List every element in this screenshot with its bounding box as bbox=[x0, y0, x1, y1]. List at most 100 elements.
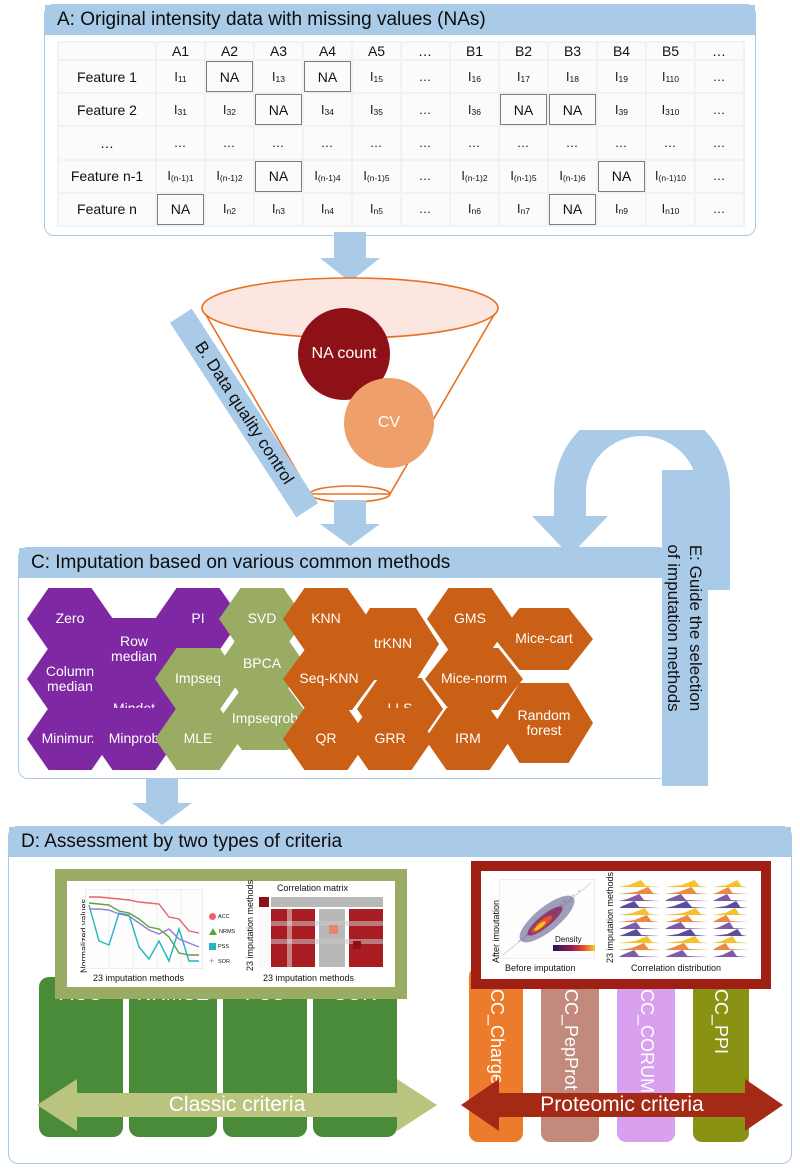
col-header-a1: A1 bbox=[157, 43, 204, 59]
classic-figure-board: Normalized values 23 imputation methods … bbox=[55, 869, 407, 999]
section-e-label-line1: E: Guide the selection bbox=[686, 544, 705, 712]
legend-item-nrms: NRMS bbox=[209, 928, 235, 935]
cell-na: NA bbox=[157, 193, 204, 225]
method-hex-label: GMS bbox=[454, 610, 486, 627]
cell-value: I35 bbox=[353, 94, 400, 126]
method-hex-trknn[interactable]: trKNN bbox=[347, 608, 439, 680]
classic-criteria-label: Classic criteria bbox=[168, 1093, 306, 1116]
cell-na: NA bbox=[255, 160, 302, 192]
method-hex-label: PI bbox=[191, 610, 205, 627]
cell-value: I(n-1)5 bbox=[353, 160, 400, 192]
section-a-title: A: Original intensity data with missing … bbox=[45, 5, 755, 35]
classic-criteria-band: Classic criteria bbox=[37, 1077, 437, 1133]
section-c-title: C: Imputation based on various common me… bbox=[19, 548, 667, 578]
classic-figure: Normalized values 23 imputation methods … bbox=[67, 879, 395, 987]
method-hex-label: Minimum bbox=[41, 730, 99, 747]
method-hex-label: Impseqrob bbox=[231, 710, 299, 727]
cell-na: NA bbox=[304, 61, 351, 93]
proteomic-criteria-label: Proteomic criteria bbox=[540, 1093, 704, 1116]
cell-ellipsis: … bbox=[206, 127, 253, 159]
cell-ellipsis: … bbox=[549, 127, 596, 159]
cell-na: NA bbox=[549, 94, 596, 126]
cell-value: I310 bbox=[647, 94, 694, 126]
cell-na: NA bbox=[255, 94, 302, 126]
arrow-b-to-c bbox=[320, 500, 380, 546]
section-c-panel: C: Imputation based on various common me… bbox=[18, 547, 668, 779]
cell-value: I(n-1)2 bbox=[206, 160, 253, 192]
table-row: Feature 1 I11 NA I13 NA I15… I16 I17 I18 I19 I110… bbox=[59, 61, 743, 93]
col-header-a2: A2 bbox=[206, 43, 253, 59]
cell-value: In6 bbox=[451, 193, 498, 225]
method-hex-label: Impseq bbox=[175, 670, 221, 687]
proteomic-col-acc-pepprot-label: ACC_PepProt bbox=[561, 977, 581, 1091]
cell-value: I36 bbox=[451, 94, 498, 126]
cell-ellipsis: … bbox=[500, 127, 547, 159]
arrow-feedback-loop bbox=[532, 430, 730, 590]
col-header-b1: B1 bbox=[451, 43, 498, 59]
cell-value: I110 bbox=[647, 61, 694, 93]
col-header-b4: B4 bbox=[598, 43, 645, 59]
cell-value: I19 bbox=[598, 61, 645, 93]
intensity-table-wrap: A1 A2 A3 A4 A5 … B1 B2 B3 B4 B5 … Featur bbox=[57, 41, 745, 227]
cell-value: In3 bbox=[255, 193, 302, 225]
cell-ellipsis: … bbox=[402, 94, 449, 126]
col-header-b-ellipsis: … bbox=[696, 43, 743, 59]
col-header-a4: A4 bbox=[304, 43, 351, 59]
cell-value: In7 bbox=[500, 193, 547, 225]
method-hex-mice-norm[interactable]: Mice-norm bbox=[425, 648, 523, 710]
density-scatter-xlabel: Before imputation bbox=[505, 963, 576, 973]
cell-value: In10 bbox=[647, 193, 694, 225]
method-hex-label: KNN bbox=[311, 610, 341, 627]
legend-label-nrms: NRMS bbox=[219, 928, 236, 935]
method-hex-label: QR bbox=[315, 730, 337, 747]
cell-ellipsis: … bbox=[696, 94, 743, 126]
cell-na: NA bbox=[598, 160, 645, 192]
method-hex-irm[interactable]: IRM bbox=[425, 708, 511, 770]
cell-value: I(n-1)4 bbox=[304, 160, 351, 192]
section-e-label: E: Guide the selection of imputation met… bbox=[662, 470, 708, 786]
method-hex-label: Zero bbox=[55, 610, 85, 627]
cell-value: I31 bbox=[157, 94, 204, 126]
corr-matrix-ylabel: 23 imputation methods bbox=[245, 879, 255, 971]
arrow-a-to-b bbox=[320, 232, 380, 282]
filter-cv-label: CV bbox=[377, 414, 401, 432]
col-header-b5: B5 bbox=[647, 43, 694, 59]
cell-na: NA bbox=[549, 193, 596, 225]
cell-ellipsis: … bbox=[696, 193, 743, 225]
classic-line-chart bbox=[85, 889, 203, 969]
cell-value: I34 bbox=[304, 94, 351, 126]
row-label: Feature n bbox=[59, 193, 155, 225]
method-hex-label: Minprob bbox=[108, 730, 160, 747]
legend-label-pss: PSS bbox=[218, 943, 230, 950]
cell-value: I(n-1)5 bbox=[500, 160, 547, 192]
cell-ellipsis: … bbox=[696, 61, 743, 93]
cell-value: I11 bbox=[157, 61, 204, 93]
ridgeline-ylabel: 23 imputation methods bbox=[605, 871, 615, 963]
method-hex-label: IRM bbox=[455, 730, 481, 747]
method-hex-label: SVD bbox=[247, 610, 277, 627]
method-hex-label: MLE bbox=[183, 730, 213, 747]
col-header-b3: B3 bbox=[549, 43, 596, 59]
legend-label-acc: ACC bbox=[218, 913, 230, 920]
table-row: Feature n-1 I(n-1)1 I(n-1)2 NA I(n-1)4 I(n-1)… bbox=[59, 160, 743, 192]
col-header-a5: A5 bbox=[353, 43, 400, 59]
col-header-a3: A3 bbox=[255, 43, 302, 59]
cell-value: In9 bbox=[598, 193, 645, 225]
cell-ellipsis: … bbox=[402, 61, 449, 93]
filter-na-count-label: NA count bbox=[311, 345, 377, 363]
legend-marker-sor: + bbox=[209, 956, 215, 966]
classic-criteria-arrow bbox=[37, 1079, 437, 1131]
method-hex-label: Row median bbox=[111, 632, 157, 664]
section-d-title: D: Assessment by two types of criteria bbox=[9, 827, 791, 857]
arrow-c-to-d bbox=[132, 779, 192, 825]
cell-value: I18 bbox=[549, 61, 596, 93]
method-hex-label: Mice-cart bbox=[515, 630, 573, 647]
corr-matrix-heatmap bbox=[257, 895, 385, 969]
section-d-panel: D: Assessment by two types of criteria A… bbox=[8, 826, 792, 1164]
cell-na: NA bbox=[206, 61, 253, 93]
legend-label-sor: SOR bbox=[218, 958, 230, 965]
filter-cv: CV bbox=[344, 378, 434, 468]
col-header-b2: B2 bbox=[500, 43, 547, 59]
proteomic-col-acc-charge-label: ACC_Charge bbox=[487, 977, 507, 1085]
table-row: ………………………………… bbox=[59, 127, 743, 159]
